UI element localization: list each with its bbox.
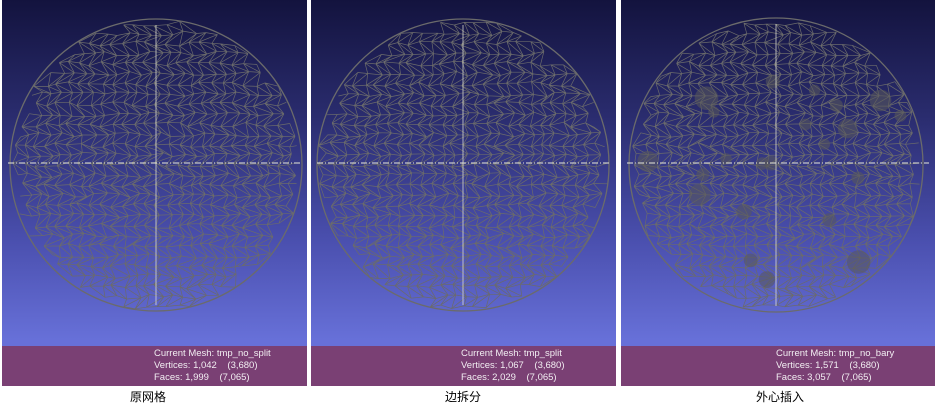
mesh-render-area[interactable] (311, 0, 616, 346)
mesh-info-bar: Current Mesh: tmp_split Vertices: 1,067 … (311, 346, 616, 386)
faces-count: Faces: 1,999 (7,065) (154, 372, 250, 383)
faces-count: Faces: 2,029 (7,065) (461, 372, 557, 383)
panel-caption-circumcenter-insert: 外心插入 (756, 390, 805, 404)
mesh-render-area[interactable] (2, 0, 307, 346)
panel-caption-original: 原网格 (130, 390, 167, 404)
current-mesh-label: Current Mesh: tmp_no_bary (776, 348, 895, 359)
vertices-count: Vertices: 1,067 (3,680) (461, 360, 565, 371)
mesh-viewport-panel-original[interactable]: Current Mesh: tmp_no_split Vertices: 1,0… (2, 0, 307, 386)
mesh-info-bar: Current Mesh: tmp_no_split Vertices: 1,0… (2, 346, 307, 386)
mesh-render-area[interactable] (621, 0, 935, 346)
current-mesh-label: Current Mesh: tmp_no_split (154, 348, 271, 359)
vertices-count: Vertices: 1,042 (3,680) (154, 360, 258, 371)
sphere-wireframe-mesh (627, 17, 929, 313)
panel-caption-edge-split: 边拆分 (445, 390, 482, 404)
mesh-viewport-panel-edge-split[interactable]: Current Mesh: tmp_split Vertices: 1,067 … (311, 0, 616, 386)
sphere-wireframe-mesh (316, 18, 610, 312)
sphere-wireframe-mesh (8, 18, 303, 312)
mesh-info-bar: Current Mesh: tmp_no_bary Vertices: 1,57… (621, 346, 935, 386)
faces-count: Faces: 3,057 (7,065) (776, 372, 872, 383)
vertices-count: Vertices: 1,571 (3,680) (776, 360, 880, 371)
mesh-viewport-panel-circumcenter-insert[interactable]: Current Mesh: tmp_no_bary Vertices: 1,57… (621, 0, 935, 386)
current-mesh-label: Current Mesh: tmp_split (461, 348, 562, 359)
